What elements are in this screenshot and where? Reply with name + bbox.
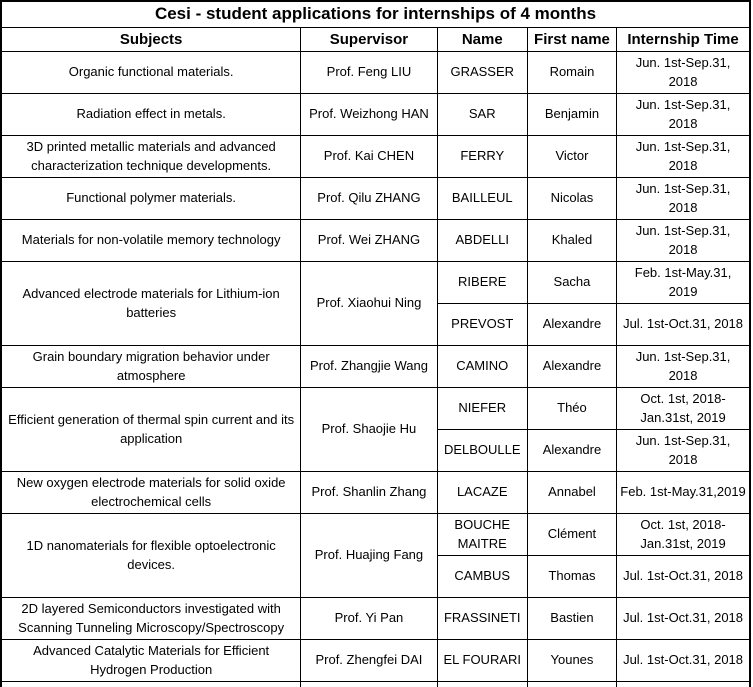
first-name-cell: Alexandre [526, 303, 618, 346]
subject-cell: 2D layered Semiconductors investigated w… [0, 597, 302, 640]
first-name-cell: Romain [526, 51, 618, 94]
subject-cell: Advanced Catalytic Materials for Efficie… [0, 639, 302, 682]
period-cell: Jun. 1st-Sep.31, 2018 [616, 51, 751, 94]
table-row: Functional polymer materials. Prof. Qilu… [0, 177, 751, 220]
column-header-first-name: First name [526, 27, 618, 52]
subject-cell: Materials for non-volatile memory techno… [0, 219, 302, 262]
period-cell: Jun. 1st-Sep.31, 2018 [616, 93, 751, 136]
table-row: 2D layered Semiconductors investigated w… [0, 597, 751, 640]
table-row: 3D printed metallic materials and advanc… [0, 135, 751, 178]
subject-cell: Advanced electrode materials for Lithium… [0, 261, 302, 346]
table-row: Efficient generation of thermal spin cur… [0, 387, 751, 472]
period-cell: Jul. 1st-Oct.31, 2018 [616, 555, 751, 598]
table-row: Radiation effect in metals. Prof. Weizho… [0, 93, 751, 136]
supervisor-cell: Prof. Huajing Fang [300, 513, 438, 598]
subject-cell: Functional polymer materials. [0, 177, 302, 220]
supervisor-cell: Prof. Shaojie Hu [300, 387, 438, 472]
first-name-cell: Bastien [526, 597, 618, 640]
first-name-cell: Clément [526, 513, 618, 556]
first-name-cell: Alexandre [526, 429, 618, 472]
name-cell: BOUCHE MAITRE [436, 513, 528, 556]
table-row: Grain boundary migration behavior under … [0, 345, 751, 388]
subject-cell: 3D printed metallic materials and advanc… [0, 135, 302, 178]
name-cell: BAILLEUL [436, 177, 528, 220]
supervisor-cell: Prof. Qilu ZHANG [300, 177, 438, 220]
subject-cell: Organic functional materials. [0, 51, 302, 94]
name-cell: DELBOULLE [436, 429, 528, 472]
name-cell: FERRY [436, 135, 528, 178]
subject-cell: 1D nanomaterials for flexible optoelectr… [0, 513, 302, 598]
period-cell: Jun. 1st-Sep.31, 2018 [616, 429, 751, 472]
subject-cell: Radiation effect in metals. [0, 93, 302, 136]
supervisor-cell: Prof. Zhangjie Wang [300, 345, 438, 388]
supervisor-cell: Prof. Zhengfei DAI [300, 639, 438, 682]
period-cell: Feb. 1st-May.31,2019 [616, 471, 751, 514]
name-cell: NIEFER [436, 387, 528, 430]
table-row: PREVOST Alexandre Jul. 1st-Oct.31, 2018 [1, 303, 751, 346]
name-cell: ABDELLI [436, 219, 528, 262]
table-row: Advanced electrode materials for Lithium… [0, 261, 751, 346]
supervisor-cell: Prof. Feng LIU [300, 51, 438, 94]
name-cell: RIBERE [436, 261, 528, 304]
period-cell: Jul. 1st-Oct.31, 2018 [616, 597, 751, 640]
table-row: 1D nanomaterials for flexible optoelectr… [0, 513, 751, 598]
supervisor-cell: Prof. Shanlin Zhang [300, 471, 438, 514]
first-name-cell: Annabel [526, 471, 618, 514]
name-cell: LACAZE [436, 471, 528, 514]
first-name-cell [526, 681, 618, 687]
period-cell: Feb. 1st-May.31, 2019 [616, 261, 751, 304]
supervisor-cell: Prof. Xiaohui Ning [300, 261, 438, 346]
supervisor-cell: Prof. Weizhong HAN [300, 93, 438, 136]
first-name-cell: Victor [526, 135, 618, 178]
first-name-cell: Khaled [526, 219, 618, 262]
table-row: DELBOULLE Alexandre Jun. 1st-Sep.31, 201… [1, 429, 751, 472]
first-name-cell: Thomas [526, 555, 618, 598]
period-cell: Jul. 1st-Oct.31, 2018 [616, 303, 751, 346]
supervisor-cell [300, 681, 438, 687]
first-name-cell: Benjamin [526, 93, 618, 136]
name-cell: CAMINO [436, 345, 528, 388]
period-cell: Jun. 1st-Sep.31, 2018 [616, 219, 751, 262]
period-cell: Jun. 1st-Sep.31, 2018 [616, 135, 751, 178]
name-cell: EL FOURARI [436, 639, 528, 682]
subject-cell: Efficient generation of thermal spin cur… [0, 387, 302, 472]
column-header-subjects: Subjects [0, 27, 302, 52]
name-cell: CAMBUS [436, 555, 528, 598]
supervisor-cell: Prof. Kai CHEN [300, 135, 438, 178]
name-cell: PREVOST [436, 303, 528, 346]
period-cell: Oct. 1st, 2018-Jan.31st, 2019 [616, 387, 751, 430]
period-cell: Oct. 1st, 2018-Jan.31st, 2019 [616, 513, 751, 556]
period-cell: Jun. 1st-Sep.31, 2018 [616, 177, 751, 220]
first-name-cell: Théo [526, 387, 618, 430]
first-name-cell: Alexandre [526, 345, 618, 388]
subject-cell [0, 681, 302, 687]
table-row: Organic functional materials. Prof. Feng… [0, 51, 751, 94]
supervisor-cell: Prof. Wei ZHANG [300, 219, 438, 262]
column-header-internship-time: Internship Time [616, 27, 751, 52]
first-name-cell: Nicolas [526, 177, 618, 220]
table-row: New oxygen electrode materials for solid… [0, 471, 751, 514]
first-name-cell: Younes [526, 639, 618, 682]
name-cell [436, 681, 528, 687]
table-header-row: Subjects Supervisor Name First name Inte… [0, 27, 751, 52]
column-header-name: Name [436, 27, 528, 52]
name-cell: FRASSINETI [436, 597, 528, 640]
table-title-row: Cesi - student applications for internsh… [0, 0, 751, 28]
period-cell [616, 681, 751, 687]
page-title: Cesi - student applications for internsh… [0, 0, 751, 28]
table-row-clipped [0, 681, 751, 687]
column-header-supervisor: Supervisor [300, 27, 438, 52]
period-cell: Jun. 1st-Sep.31, 2018 [616, 345, 751, 388]
subject-cell: Grain boundary migration behavior under … [0, 345, 302, 388]
name-cell: SAR [436, 93, 528, 136]
subject-cell: New oxygen electrode materials for solid… [0, 471, 302, 514]
table-row: Materials for non-volatile memory techno… [0, 219, 751, 262]
name-cell: GRASSER [436, 51, 528, 94]
first-name-cell: Sacha [526, 261, 618, 304]
table-row: Advanced Catalytic Materials for Efficie… [0, 639, 751, 682]
supervisor-cell: Prof. Yi Pan [300, 597, 438, 640]
period-cell: Jul. 1st-Oct.31, 2018 [616, 639, 751, 682]
